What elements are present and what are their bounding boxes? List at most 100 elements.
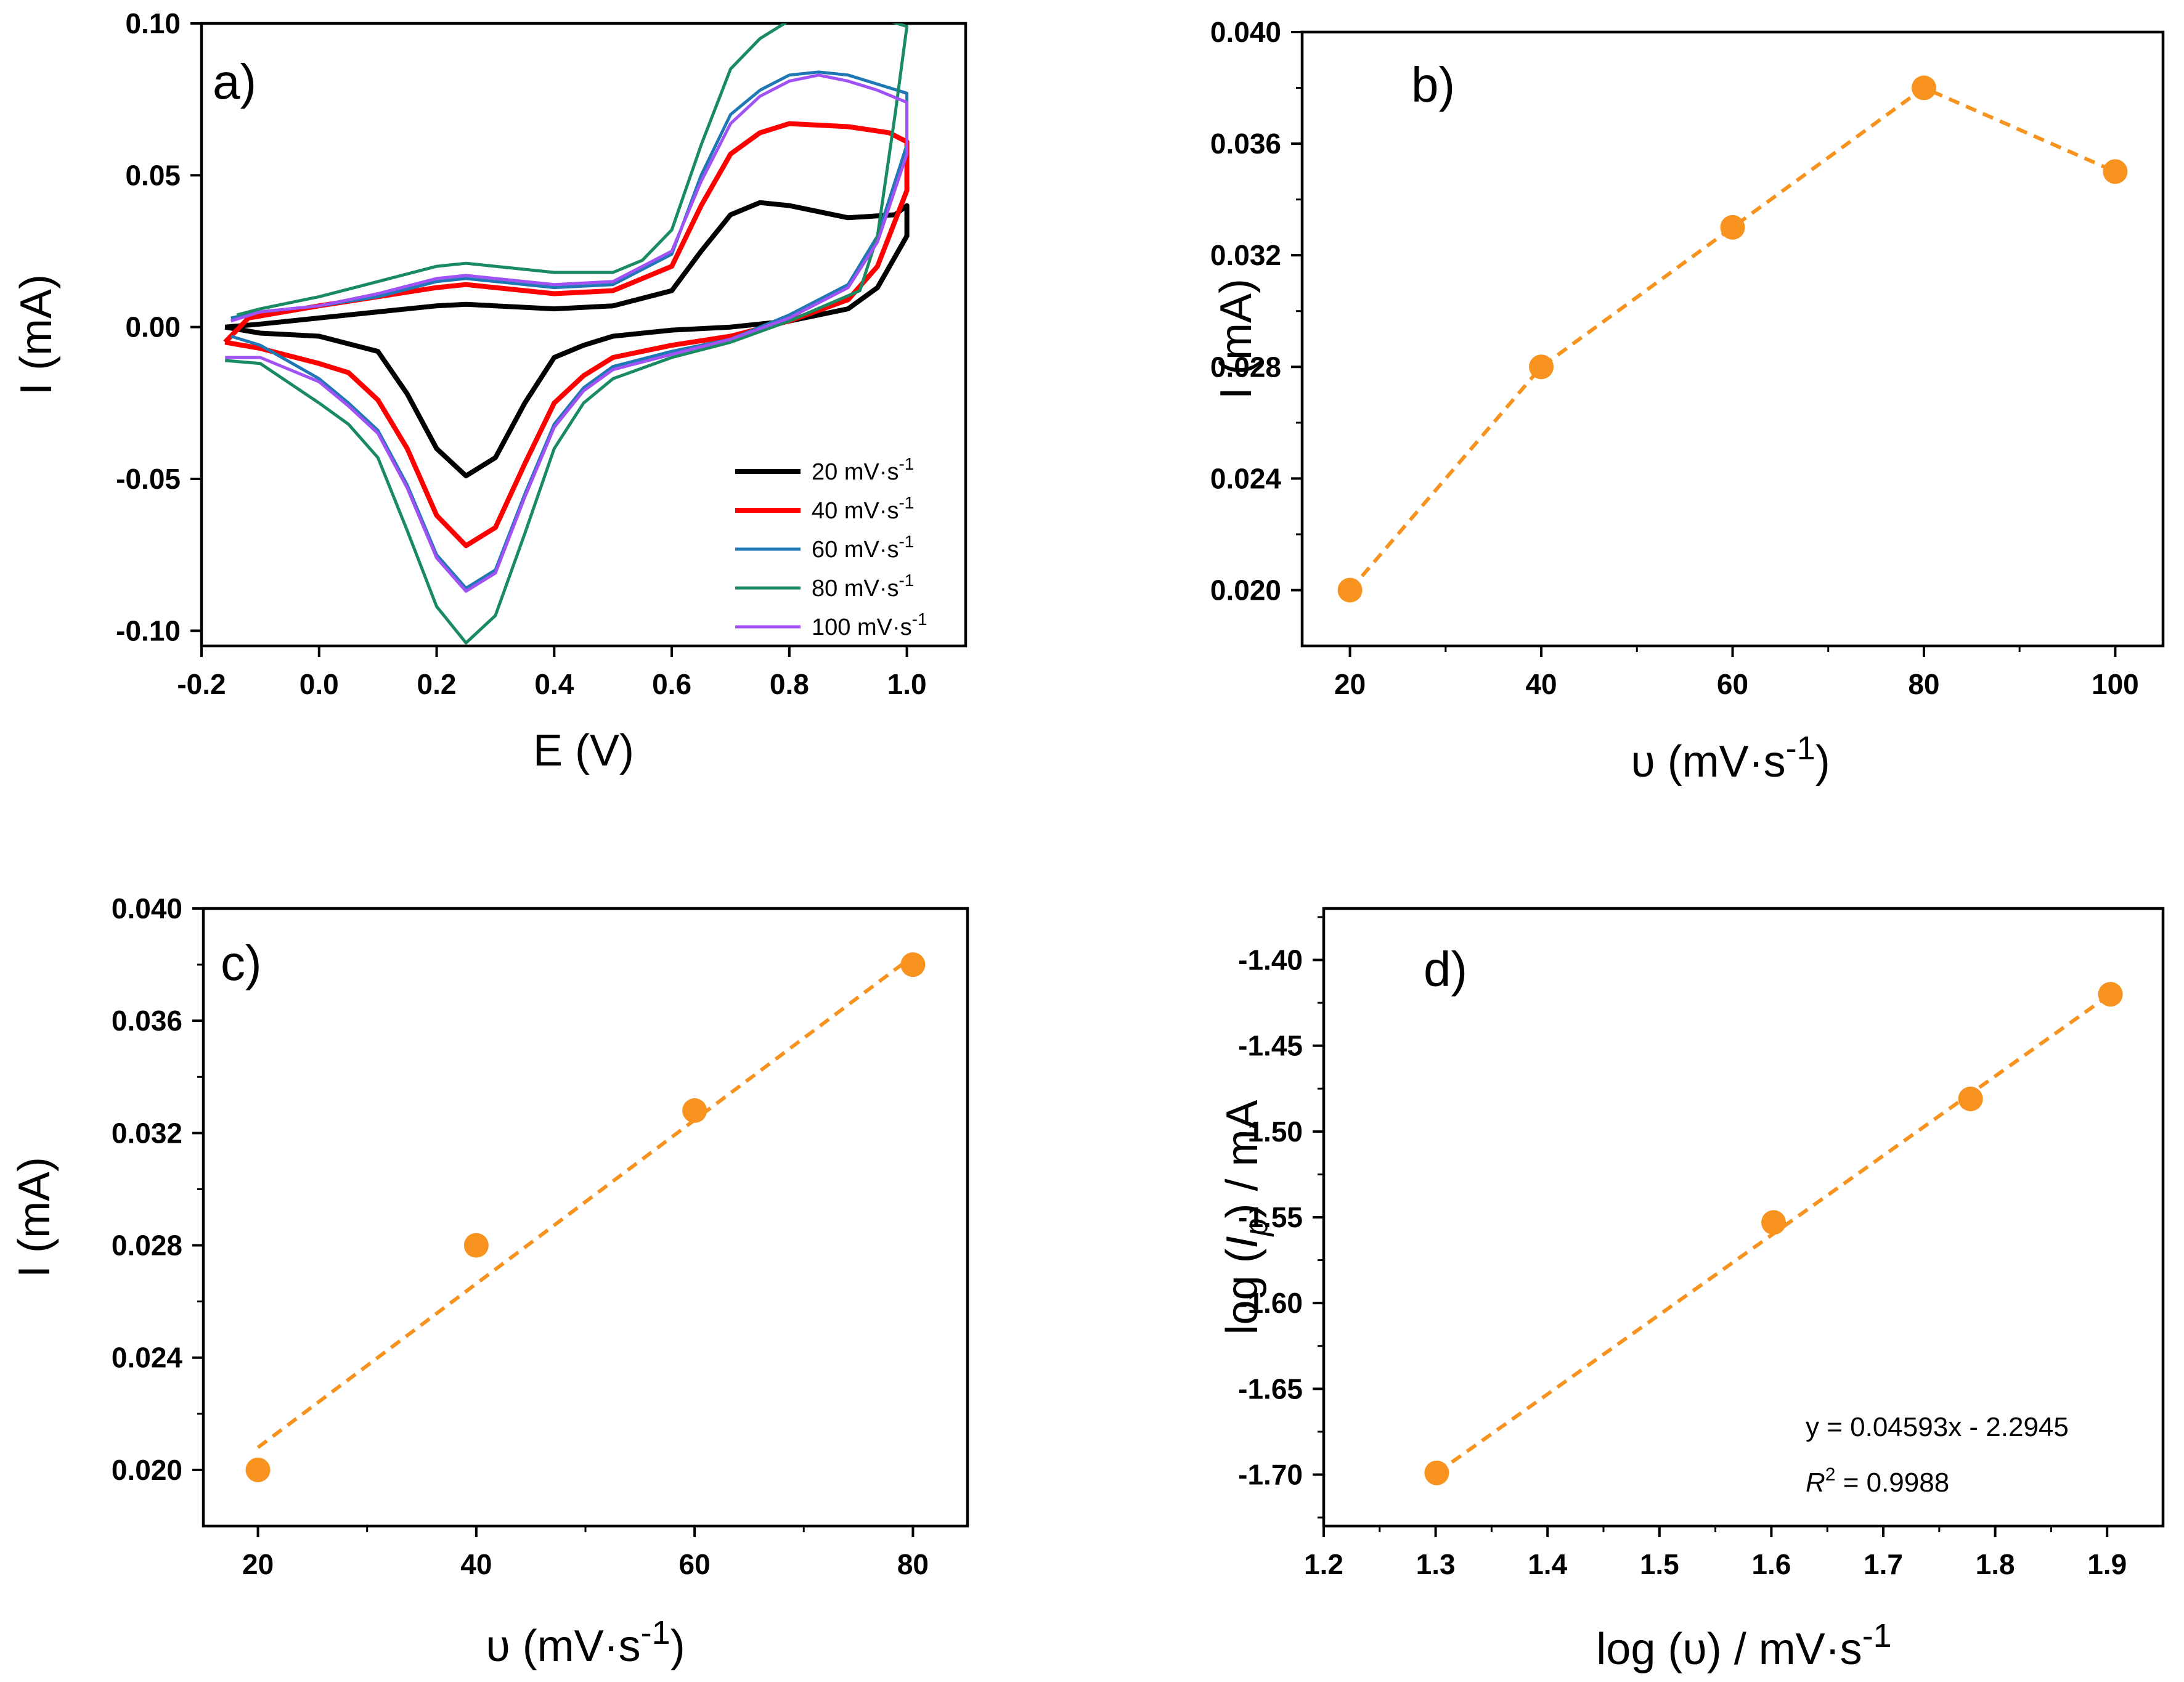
x-axis-title-superscript: -1	[1862, 1617, 1892, 1654]
x-tick-label: 80	[1908, 668, 1939, 700]
x-tick-label: 0.0	[299, 668, 339, 700]
data-point	[1720, 214, 1745, 240]
x-axis-title-text: υ (mV·s	[486, 1622, 640, 1671]
x-tick-label: 20	[1334, 668, 1366, 700]
y-axis-title-text: I (mA)	[12, 274, 61, 395]
x-tick-label: 1.7	[1864, 1548, 1903, 1580]
data-point	[2098, 982, 2123, 1007]
panel-label: d)	[1424, 942, 1467, 997]
x-tick-label: 1.2	[1304, 1548, 1343, 1580]
y-tick-label: -0.10	[116, 614, 181, 647]
x-tick-label: 1.3	[1416, 1548, 1456, 1580]
data-point	[1424, 1460, 1449, 1485]
x-axis-title: υ (mV·s-1)	[1631, 730, 1830, 786]
r-squared-symbol: R	[1806, 1468, 1825, 1498]
y-tick-label: -1.60	[1238, 1287, 1303, 1319]
x-axis-title-suffix: )	[670, 1622, 685, 1671]
y-axis-title-italic: I	[1218, 1236, 1267, 1248]
x-tick-label: 60	[1717, 668, 1748, 700]
x-tick-label: 40	[460, 1548, 492, 1580]
legend-label-superscript: -1	[898, 532, 914, 551]
plot-frame	[202, 907, 969, 1528]
y-tick-label: 0.024	[1210, 462, 1282, 494]
cv-curve-1	[224, 200, 910, 479]
plot-frame	[200, 22, 968, 648]
y-axis-title: I (mA)	[1212, 279, 1261, 399]
x-tick-label: 100	[2092, 668, 2139, 700]
y-tick-label: -1.55	[1238, 1201, 1303, 1233]
y-tick-label: 0.00	[125, 311, 181, 343]
x-tick-label: 1.6	[1751, 1548, 1791, 1580]
x-tick-label: 80	[897, 1548, 929, 1580]
x-axis-title: υ (mV·s-1)	[486, 1614, 685, 1671]
x-tick-label: 40	[1525, 668, 1557, 700]
cv-curve-3	[230, 70, 909, 590]
x-tick-label: 0.2	[417, 668, 457, 700]
y-axis-title: I (mA)	[12, 274, 61, 395]
connect-line	[1348, 86, 2116, 592]
x-axis-title-text: log (υ) / mV·s	[1596, 1625, 1862, 1674]
x-tick-label: -0.2	[177, 668, 226, 700]
panel-b: 20 40 60 80 100 0.020 0.024 0.028 0.032 0.036 0.04…	[1210, 16, 2165, 786]
legend-label-text: 80 mV·s	[812, 576, 898, 602]
r-squared-value: = 0.9988	[1835, 1468, 1949, 1498]
x-axis-title-text: E (V)	[533, 726, 634, 775]
data-point	[1337, 578, 1363, 603]
fit-r-squared: R2 = 0.9988	[1806, 1464, 1949, 1498]
data-point	[1761, 1210, 1787, 1235]
fit-equation: y = 0.04593x - 2.2945	[1806, 1412, 2069, 1442]
data-point	[1958, 1086, 1983, 1111]
y-tick-label: -1.40	[1238, 944, 1303, 976]
x-tick-label: 60	[679, 1548, 711, 1580]
panel-a: -0.2 0.0 0.2 0.4 0.6 0.8 1.0 -0.10 -0.05 0.00 0.05…	[12, 7, 968, 775]
x-tick-label: 1.5	[1640, 1548, 1679, 1580]
legend-label-text: 40 mV·s	[812, 498, 898, 524]
plot-frame	[1322, 907, 2165, 1528]
x-axis-title: E (V)	[533, 726, 634, 775]
y-tick-label: 0.020	[112, 1454, 182, 1486]
y-axis-title: I (mA)	[10, 1157, 59, 1278]
y-tick-label: 0.040	[112, 892, 182, 925]
legend-label-superscript: -1	[898, 571, 914, 590]
x-axis-title-superscript: -1	[641, 1614, 670, 1651]
legend-label-superscript: -1	[898, 454, 914, 473]
cv-curve-4	[224, 23, 909, 645]
x-tick-label: 1.0	[887, 668, 927, 700]
panel-label: b)	[1411, 57, 1455, 112]
y-tick-label: 0.040	[1210, 16, 1281, 48]
legend-label-superscript: -1	[912, 610, 927, 629]
panel-label: a)	[213, 54, 256, 109]
y-tick-label: 0.024	[112, 1342, 183, 1374]
y-tick-label: -1.50	[1238, 1116, 1303, 1148]
y-tick-label: 0.020	[1210, 574, 1281, 606]
y-tick-label: -1.65	[1238, 1373, 1303, 1405]
legend-label-text: 60 mV·s	[812, 537, 898, 563]
legend-label-text: 20 mV·s	[812, 459, 898, 485]
x-tick-label: 20	[242, 1548, 274, 1580]
data-point	[682, 1098, 707, 1123]
x-tick-label: 1.4	[1528, 1548, 1567, 1580]
y-axis-title-text: I (mA)	[10, 1157, 59, 1278]
panel-d: 1.2 1.3 1.4 1.5 1.6 1.7 1.8 1.9 -1.70 -1.65 -1.60 -…	[1218, 907, 2165, 1674]
panel-label: c)	[221, 936, 262, 990]
x-axis-title: log (υ) / mV·s-1	[1596, 1617, 1891, 1674]
fit-line	[256, 955, 915, 1449]
y-tick-label: 0.032	[112, 1117, 182, 1149]
y-tick-label: 0.036	[112, 1005, 182, 1037]
x-tick-label: 1.9	[2087, 1548, 2127, 1580]
y-tick-label: -1.45	[1238, 1030, 1303, 1062]
legend-label: 100 mV·s-1	[812, 610, 927, 640]
y-axis-title: log (Ip) / mA	[1218, 1100, 1274, 1335]
y-tick-label: 0.10	[125, 7, 181, 39]
cv-curve-2	[223, 121, 910, 549]
legend-label: 40 mV·s-1	[812, 493, 914, 524]
y-tick-label: 0.032	[1210, 239, 1281, 271]
legend-label: 20 mV·s-1	[812, 454, 914, 485]
legend-label: 80 mV·s-1	[812, 571, 914, 602]
x-tick-label: 1.8	[1976, 1548, 2015, 1580]
x-tick-label: 0.6	[652, 668, 691, 700]
y-axis-title-text: I (mA)	[1212, 279, 1261, 399]
x-tick-label: 0.4	[534, 668, 574, 700]
data-point	[245, 1457, 271, 1482]
